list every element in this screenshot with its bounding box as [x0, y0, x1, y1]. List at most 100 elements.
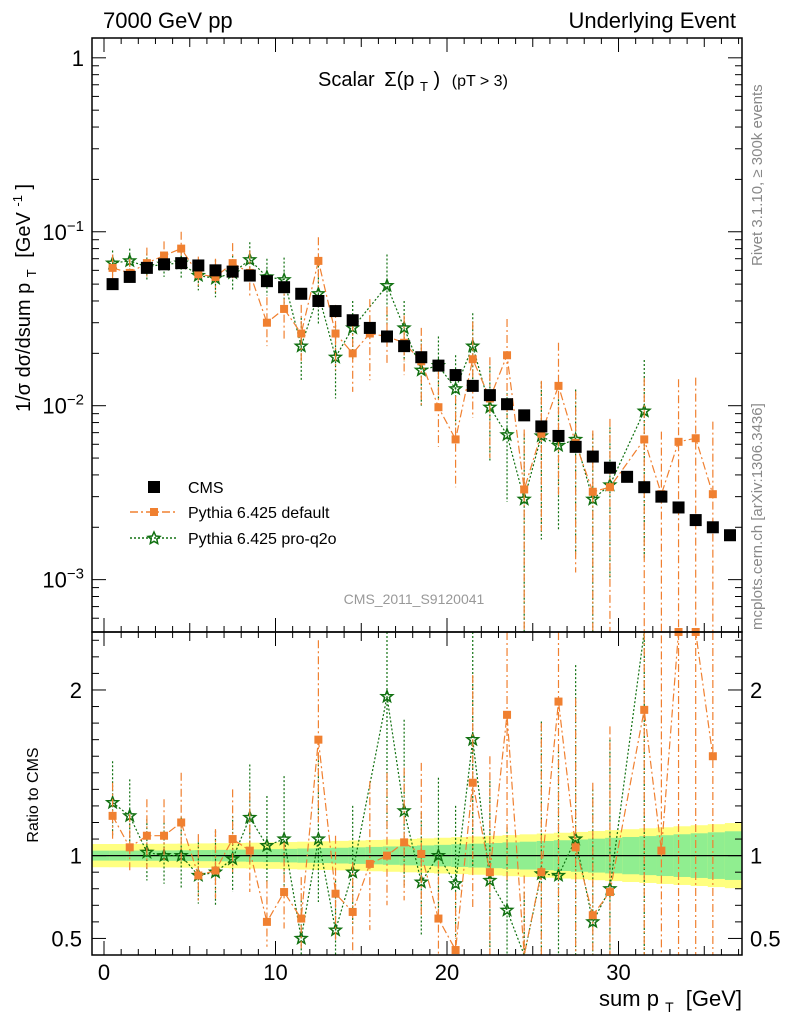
ratio-pythia-default-point: [108, 811, 117, 820]
ratio-pro-q2o-point: [224, 850, 241, 866]
cms-point: [432, 359, 445, 372]
pythia-default-point: [640, 435, 649, 444]
cms-point: [226, 265, 239, 278]
rivet-label: Rivet 3.1.10, ≥ 300k events: [749, 84, 766, 266]
ratio-pythia-default-point: [160, 831, 169, 840]
xtick-label: 10: [263, 960, 287, 985]
ratio-pythia-default-point: [348, 907, 357, 916]
main-title-word: Scalar: [318, 69, 375, 91]
pythia-default-point: [228, 259, 237, 268]
xlabel-unit: [GeV]: [686, 986, 742, 1011]
main-ytick-label: 1: [72, 46, 84, 71]
cms-point: [672, 501, 685, 514]
cms-point: [398, 340, 411, 353]
pythia-default-point: [708, 490, 717, 499]
pythia-default-point: [537, 429, 546, 438]
ratio-pythia-default-point: [708, 752, 717, 761]
pro-q2o-point: [499, 426, 515, 442]
main-title-sigma: Σ(p: [384, 69, 414, 91]
pythia-default-point: [280, 304, 289, 313]
pro-q2o-point: [447, 380, 464, 396]
ratio-pythia-default-point: [554, 697, 563, 706]
ratio-pythia-default-point: [537, 868, 546, 877]
ratio-ytick-label-right: 2: [750, 678, 762, 703]
ratio-ytick-label-right: 0.5: [750, 926, 781, 951]
ratio-ylabel: Ratio to CMS: [25, 747, 42, 842]
cms-point: [415, 351, 428, 364]
ratio-pythia-default-point: [228, 835, 237, 844]
ratio-frame: [91, 631, 743, 956]
pro-q2o-point: [396, 319, 412, 335]
ratio-pythia-default-point: [297, 914, 306, 923]
ratio-plot: [104, 628, 717, 958]
ratio-pythia-default-point: [434, 914, 443, 923]
pythia-default-point: [554, 381, 563, 390]
cms-point: [518, 409, 531, 422]
main-ytick-label: 10−2: [42, 392, 84, 419]
main-ylabel-text: 1/σ dσ/dsum p: [13, 283, 35, 412]
ratio-pythia-default-point: [125, 843, 134, 852]
cms-point: [569, 440, 582, 453]
ratio-ytick-label: 1: [70, 844, 82, 869]
pythia-default-point: [297, 329, 306, 338]
ratio-pro-q2o-point: [207, 864, 224, 879]
ratio-pro-q2o-point: [293, 930, 309, 946]
cms-point: [312, 294, 325, 307]
ratio-pythia-default-point: [382, 851, 391, 860]
ratio-ytick-label: 0.5: [51, 926, 82, 951]
ratio-pro-q2o-point: [585, 913, 601, 929]
pythia-default-point: [194, 270, 203, 279]
main-ylabel-sub: T: [24, 269, 39, 277]
header-right: Underlying Event: [568, 8, 736, 33]
axes: 1 10−1 10−2 10−3 0 10 20 30 0.5 0.5 1 1 2 2: [42, 37, 781, 985]
cms-point: [158, 258, 171, 271]
ratio-pythia-default-point: [280, 888, 289, 897]
main-title-sub: T: [420, 79, 428, 94]
ratio-pro-q2o-point: [567, 830, 584, 846]
pythia-default-point: [520, 485, 529, 494]
cms-point: [363, 321, 376, 334]
cms-point: [689, 514, 702, 527]
ratio-pythia-default-point: [194, 871, 203, 880]
ratio-pythia-default-point: [400, 838, 409, 847]
ratio-pythia-default-point: [365, 859, 374, 868]
main-plot: [104, 231, 736, 632]
cms-point: [329, 305, 342, 318]
ratio-ytick-label-right: 1: [750, 844, 762, 869]
cms-point: [586, 450, 599, 463]
cms-point: [380, 330, 393, 343]
legend-pro-label: Pythia 6.425 pro-q2o: [188, 531, 337, 548]
cms-point: [535, 420, 548, 433]
main-ytick-label: 10−3: [42, 566, 84, 593]
ratio-pythia-default-point: [417, 849, 426, 858]
legend: CMS Pythia 6.425 default Pythia 6.425 pr…: [130, 480, 337, 548]
pythia-default-point: [674, 437, 683, 446]
ratio-pro-q2o-point: [396, 802, 412, 818]
pythia-default-point: [177, 244, 186, 253]
ratio-pro-q2o-point: [379, 688, 395, 704]
xlabel-text: sum p: [599, 986, 659, 1011]
main-title-cut: (pT > 3): [452, 73, 508, 90]
cms-point: [603, 461, 616, 474]
ratio-pro-q2o-point: [430, 847, 447, 863]
ratio-pythia-default-point: [262, 917, 271, 926]
pythia-default-point: [434, 403, 443, 412]
pythia-default-point: [314, 256, 323, 265]
cms-point: [123, 270, 136, 283]
cms-point: [501, 398, 514, 411]
ratio-pythia-default-point: [485, 868, 494, 877]
ratio-pythia-default-point: [142, 831, 151, 840]
ratio-pythia-default-point: [331, 889, 340, 898]
ratio-pythia-default-point: [605, 888, 614, 897]
ratio-pro-q2o-point: [499, 902, 515, 917]
cms-point: [260, 275, 273, 288]
xlabel-sub: T: [665, 999, 674, 1015]
legend-cms-marker: [148, 481, 160, 493]
cms-point: [655, 490, 668, 503]
cms-point: [621, 470, 634, 483]
legend-default-label: Pythia 6.425 default: [188, 505, 330, 522]
main-ylabel-sup: -1: [10, 195, 25, 207]
pythia-default-point: [331, 329, 340, 338]
pro-q2o-line: [112, 259, 645, 502]
